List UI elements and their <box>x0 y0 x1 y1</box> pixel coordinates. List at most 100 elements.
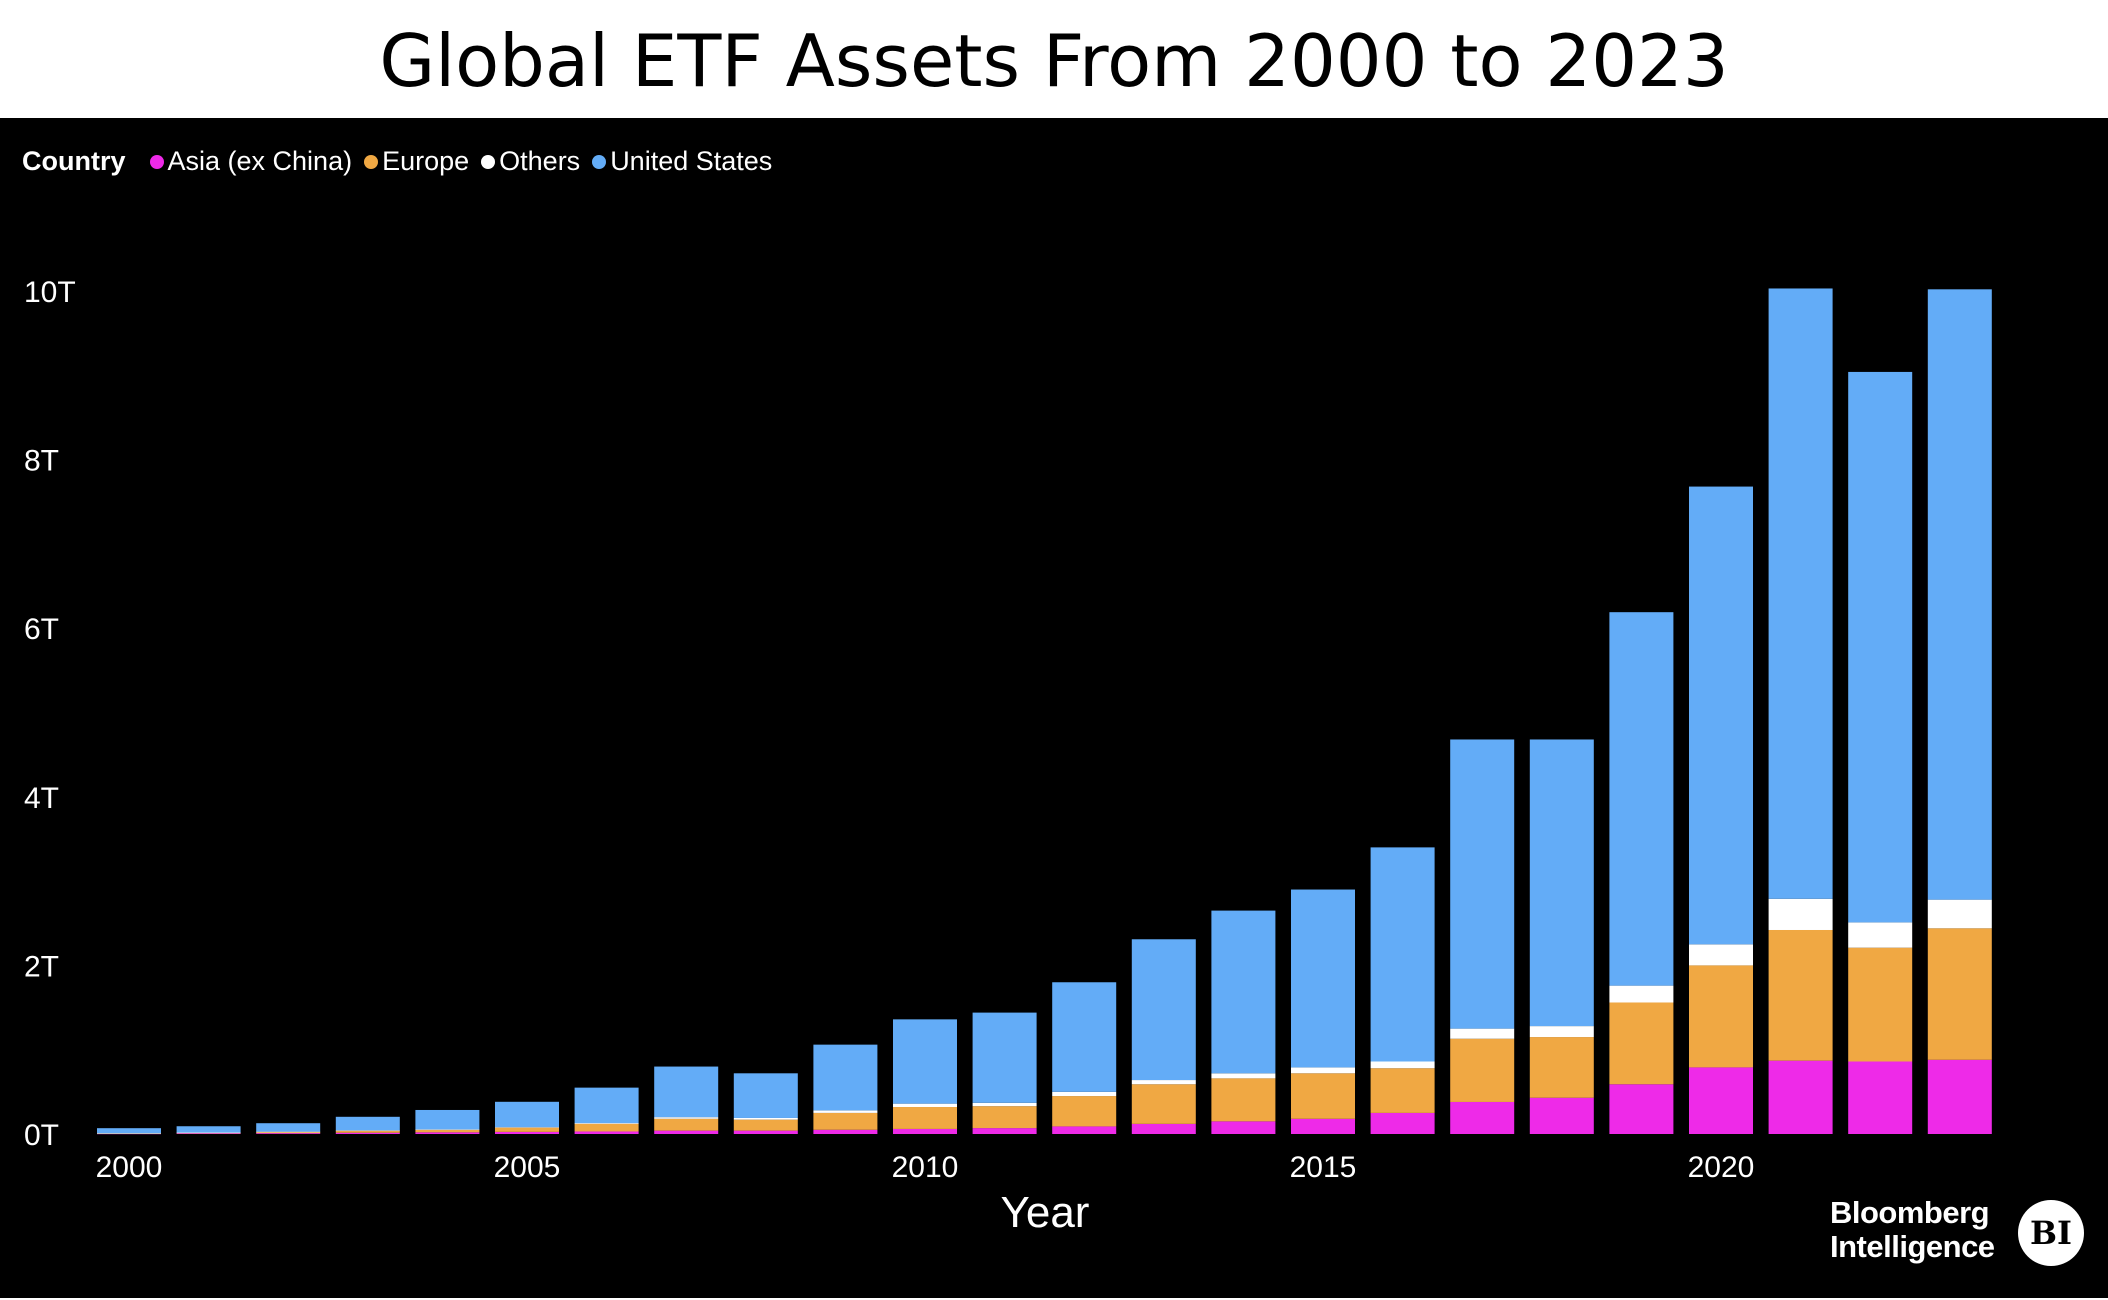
bar-segment-asia-ex-china[interactable] <box>415 1132 480 1134</box>
bar-segment-united-states[interactable] <box>335 1116 400 1131</box>
bar-segment-united-states[interactable] <box>654 1066 719 1118</box>
bar-segment-united-states[interactable] <box>1370 847 1435 1062</box>
bar-segment-united-states[interactable] <box>972 1012 1037 1103</box>
bar-segment-united-states[interactable] <box>1848 371 1913 923</box>
bar-stack[interactable] <box>1848 371 1913 1134</box>
bar-stack[interactable] <box>415 1109 480 1134</box>
bar-segment-united-states[interactable] <box>176 1126 241 1133</box>
bar-segment-others[interactable] <box>574 1123 639 1124</box>
bar-segment-asia-ex-china[interactable] <box>813 1129 878 1134</box>
bar-segment-europe[interactable] <box>733 1119 798 1131</box>
bar-segment-others[interactable] <box>1529 1026 1594 1038</box>
bar-segment-europe[interactable] <box>335 1130 400 1133</box>
bar-segment-europe[interactable] <box>654 1118 719 1131</box>
bar-segment-asia-ex-china[interactable] <box>1848 1061 1913 1134</box>
bar-segment-asia-ex-china[interactable] <box>972 1128 1037 1134</box>
bar-segment-asia-ex-china[interactable] <box>893 1128 957 1134</box>
bar-stack[interactable] <box>1529 739 1594 1134</box>
bar-segment-others[interactable] <box>813 1110 878 1113</box>
bar-stack[interactable] <box>654 1066 719 1134</box>
bar-stack[interactable] <box>574 1087 639 1134</box>
bar-segment-others[interactable] <box>893 1103 957 1108</box>
bar-segment-others[interactable] <box>1291 1067 1355 1074</box>
bar-segment-others[interactable] <box>1211 1073 1276 1079</box>
bar-segment-others[interactable] <box>495 1127 559 1128</box>
bar-segment-asia-ex-china[interactable] <box>256 1133 321 1134</box>
bar-segment-others[interactable] <box>654 1117 719 1119</box>
bar-segment-europe[interactable] <box>972 1106 1037 1129</box>
bar-segment-asia-ex-china[interactable] <box>1609 1084 1674 1134</box>
bar-segment-europe[interactable] <box>1927 928 1992 1060</box>
legend-item-others[interactable]: Others <box>481 146 580 177</box>
bar-segment-europe[interactable] <box>893 1107 957 1129</box>
bar-segment-europe[interactable] <box>813 1112 878 1130</box>
bar-segment-united-states[interactable] <box>733 1073 798 1118</box>
bar-segment-united-states[interactable] <box>415 1109 480 1130</box>
bar-segment-asia-ex-china[interactable] <box>1529 1097 1594 1134</box>
bar-stack[interactable] <box>495 1101 559 1134</box>
bar-segment-asia-ex-china[interactable] <box>654 1130 719 1134</box>
bar-segment-united-states[interactable] <box>893 1019 957 1104</box>
bar-segment-asia-ex-china[interactable] <box>1450 1101 1515 1134</box>
bar-stack[interactable] <box>1927 289 1992 1134</box>
bar-segment-europe[interactable] <box>1689 965 1753 1068</box>
bar-segment-asia-ex-china[interactable] <box>1131 1123 1196 1134</box>
bar-segment-others[interactable] <box>972 1102 1037 1107</box>
bar-segment-others[interactable] <box>1609 985 1674 1003</box>
bar-segment-europe[interactable] <box>574 1123 639 1132</box>
bar-segment-europe[interactable] <box>1131 1084 1196 1124</box>
bar-segment-united-states[interactable] <box>1211 910 1276 1074</box>
bar-segment-others[interactable] <box>1768 898 1833 930</box>
bar-segment-united-states[interactable] <box>813 1044 878 1111</box>
bar-segment-others[interactable] <box>256 1131 321 1133</box>
bar-segment-asia-ex-china[interactable] <box>1211 1121 1276 1134</box>
bar-stack[interactable] <box>1291 889 1355 1134</box>
bar-stack[interactable] <box>893 1019 957 1134</box>
bar-stack[interactable] <box>256 1123 321 1134</box>
bar-segment-asia-ex-china[interactable] <box>176 1133 241 1134</box>
bar-stack[interactable] <box>1131 939 1196 1134</box>
bar-segment-europe[interactable] <box>1211 1078 1276 1122</box>
bar-segment-europe[interactable] <box>1450 1038 1515 1102</box>
bar-segment-europe[interactable] <box>1529 1037 1594 1098</box>
legend-item-united-states[interactable]: United States <box>592 146 772 177</box>
legend-item-asia[interactable]: Asia (ex China) <box>149 146 352 177</box>
bar-stack[interactable] <box>1211 910 1276 1134</box>
bar-segment-united-states[interactable] <box>97 1128 161 1134</box>
bar-segment-europe[interactable] <box>495 1127 559 1132</box>
bar-stack[interactable] <box>1609 612 1674 1134</box>
bar-segment-asia-ex-china[interactable] <box>733 1130 798 1134</box>
bar-segment-asia-ex-china[interactable] <box>1689 1067 1753 1134</box>
bar-segment-others[interactable] <box>335 1130 400 1131</box>
bar-segment-others[interactable] <box>1689 944 1753 966</box>
bar-segment-europe[interactable] <box>1609 1002 1674 1085</box>
bar-segment-others[interactable] <box>1848 922 1913 948</box>
bar-segment-asia-ex-china[interactable] <box>335 1132 400 1134</box>
bar-segment-asia-ex-china[interactable] <box>1291 1118 1355 1134</box>
bar-segment-europe[interactable] <box>415 1129 480 1133</box>
bar-stack[interactable] <box>1052 982 1117 1134</box>
bar-segment-united-states[interactable] <box>1529 739 1594 1027</box>
bar-segment-others[interactable] <box>1927 899 1992 929</box>
bar-stack[interactable] <box>335 1116 400 1134</box>
bar-segment-united-states[interactable] <box>1609 612 1674 986</box>
bar-segment-united-states[interactable] <box>1052 982 1117 1092</box>
bar-segment-united-states[interactable] <box>1689 486 1753 945</box>
bar-segment-others[interactable] <box>1450 1028 1515 1039</box>
bar-segment-asia-ex-china[interactable] <box>495 1131 559 1134</box>
bar-stack[interactable] <box>1768 288 1833 1134</box>
bar-segment-others[interactable] <box>176 1132 241 1134</box>
bar-segment-united-states[interactable] <box>495 1101 559 1128</box>
bar-segment-united-states[interactable] <box>1450 739 1515 1029</box>
bar-segment-united-states[interactable] <box>1131 939 1196 1081</box>
bar-stack[interactable] <box>813 1044 878 1134</box>
bar-segment-others[interactable] <box>415 1129 480 1130</box>
bar-stack[interactable] <box>97 1128 161 1135</box>
bar-segment-others[interactable] <box>1370 1061 1435 1069</box>
bar-stack[interactable] <box>733 1073 798 1134</box>
bar-segment-europe[interactable] <box>256 1131 321 1134</box>
bar-segment-asia-ex-china[interactable] <box>1768 1060 1833 1134</box>
legend-item-europe[interactable]: Europe <box>364 146 469 177</box>
bar-stack[interactable] <box>972 1012 1037 1134</box>
bar-segment-asia-ex-china[interactable] <box>1370 1112 1435 1134</box>
